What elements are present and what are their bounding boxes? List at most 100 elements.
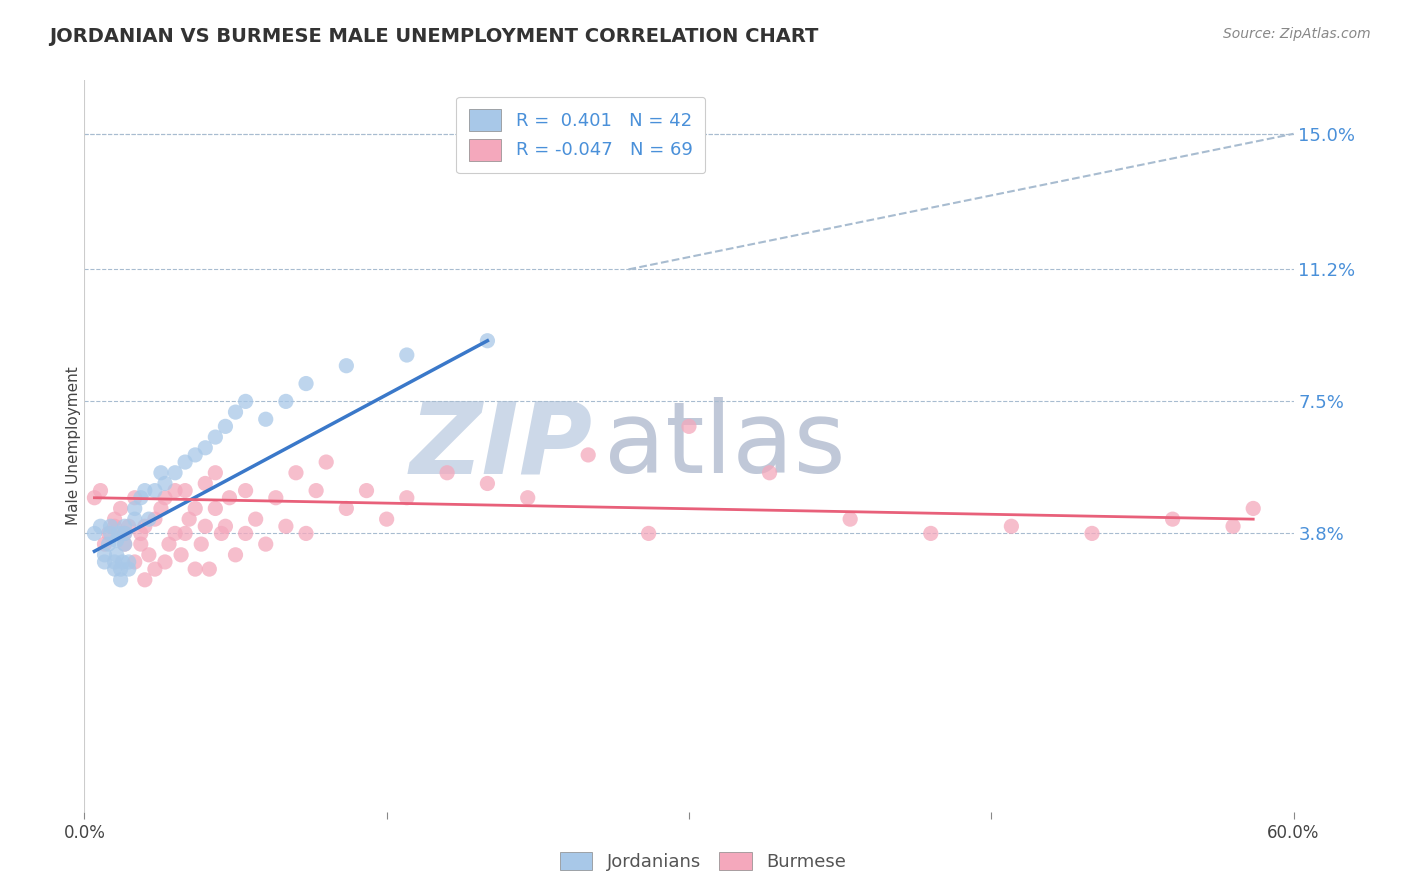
Point [1241, 501, 1264, 516]
Point [204, 430, 226, 444]
Point [89, 519, 111, 533]
Point [1222, 519, 1244, 533]
Point [114, 519, 136, 533]
Point [105, 548, 128, 562]
Point [209, 526, 232, 541]
Point [190, 537, 212, 551]
Point [114, 526, 136, 541]
Point [143, 512, 166, 526]
Point [114, 537, 136, 551]
Legend: Jordanians, Burmese: Jordanians, Burmese [553, 845, 853, 879]
Point [93, 555, 115, 569]
Point [285, 466, 308, 480]
Point [124, 491, 146, 505]
Text: ZIP: ZIP [409, 398, 592, 494]
Point [356, 483, 378, 498]
Point [198, 562, 221, 576]
Legend: R =  0.401   N = 42, R = -0.047   N = 69: R = 0.401 N = 42, R = -0.047 N = 69 [456, 96, 706, 173]
Point [194, 441, 217, 455]
Point [335, 501, 357, 516]
Point [100, 526, 122, 541]
Point [264, 491, 287, 505]
Point [134, 483, 156, 498]
Point [104, 512, 127, 526]
Point [111, 555, 134, 569]
Point [637, 526, 659, 541]
Point [104, 555, 127, 569]
Point [436, 466, 458, 480]
Point [179, 512, 201, 526]
Point [134, 573, 156, 587]
Point [274, 394, 297, 409]
Point [678, 419, 700, 434]
Point [477, 334, 499, 348]
Point [194, 519, 217, 533]
Point [758, 466, 780, 480]
Point [149, 466, 172, 480]
Point [157, 537, 180, 551]
Y-axis label: Male Unemployment: Male Unemployment [66, 367, 80, 525]
Point [839, 512, 862, 526]
Point [576, 448, 599, 462]
Point [138, 548, 160, 562]
Point [174, 526, 197, 541]
Point [110, 562, 132, 576]
Point [143, 562, 166, 576]
Point [1081, 526, 1104, 541]
Point [153, 555, 176, 569]
Point [335, 359, 357, 373]
Point [375, 512, 398, 526]
Point [1000, 519, 1022, 533]
Text: Source: ZipAtlas.com: Source: ZipAtlas.com [1223, 27, 1371, 41]
Point [174, 483, 197, 498]
Point [105, 533, 128, 548]
Point [165, 483, 187, 498]
Point [110, 501, 132, 516]
Point [235, 394, 257, 409]
Point [184, 501, 207, 516]
Point [184, 562, 207, 576]
Text: atlas: atlas [605, 398, 846, 494]
Point [174, 455, 197, 469]
Point [516, 491, 538, 505]
Point [395, 348, 418, 362]
Point [107, 526, 129, 541]
Point [1161, 512, 1184, 526]
Point [225, 405, 247, 419]
Point [204, 501, 226, 516]
Point [93, 548, 115, 562]
Point [124, 512, 146, 526]
Point [245, 512, 267, 526]
Point [124, 501, 146, 516]
Point [149, 501, 172, 516]
Point [254, 412, 277, 426]
Point [104, 519, 127, 533]
Point [218, 491, 240, 505]
Point [235, 483, 257, 498]
Point [153, 476, 176, 491]
Point [93, 537, 115, 551]
Text: JORDANIAN VS BURMESE MALE UNEMPLOYMENT CORRELATION CHART: JORDANIAN VS BURMESE MALE UNEMPLOYMENT C… [49, 27, 818, 45]
Point [295, 376, 318, 391]
Point [114, 526, 136, 541]
Point [153, 491, 176, 505]
Point [305, 483, 328, 498]
Point [118, 555, 141, 569]
Point [165, 526, 187, 541]
Point [129, 537, 152, 551]
Point [315, 455, 337, 469]
Point [225, 548, 247, 562]
Point [118, 519, 141, 533]
Point [100, 519, 122, 533]
Point [920, 526, 942, 541]
Point [83, 491, 105, 505]
Point [110, 573, 132, 587]
Point [118, 562, 141, 576]
Point [170, 548, 193, 562]
Point [89, 483, 111, 498]
Point [194, 476, 217, 491]
Point [274, 519, 297, 533]
Point [143, 483, 166, 498]
Point [134, 519, 156, 533]
Point [184, 448, 207, 462]
